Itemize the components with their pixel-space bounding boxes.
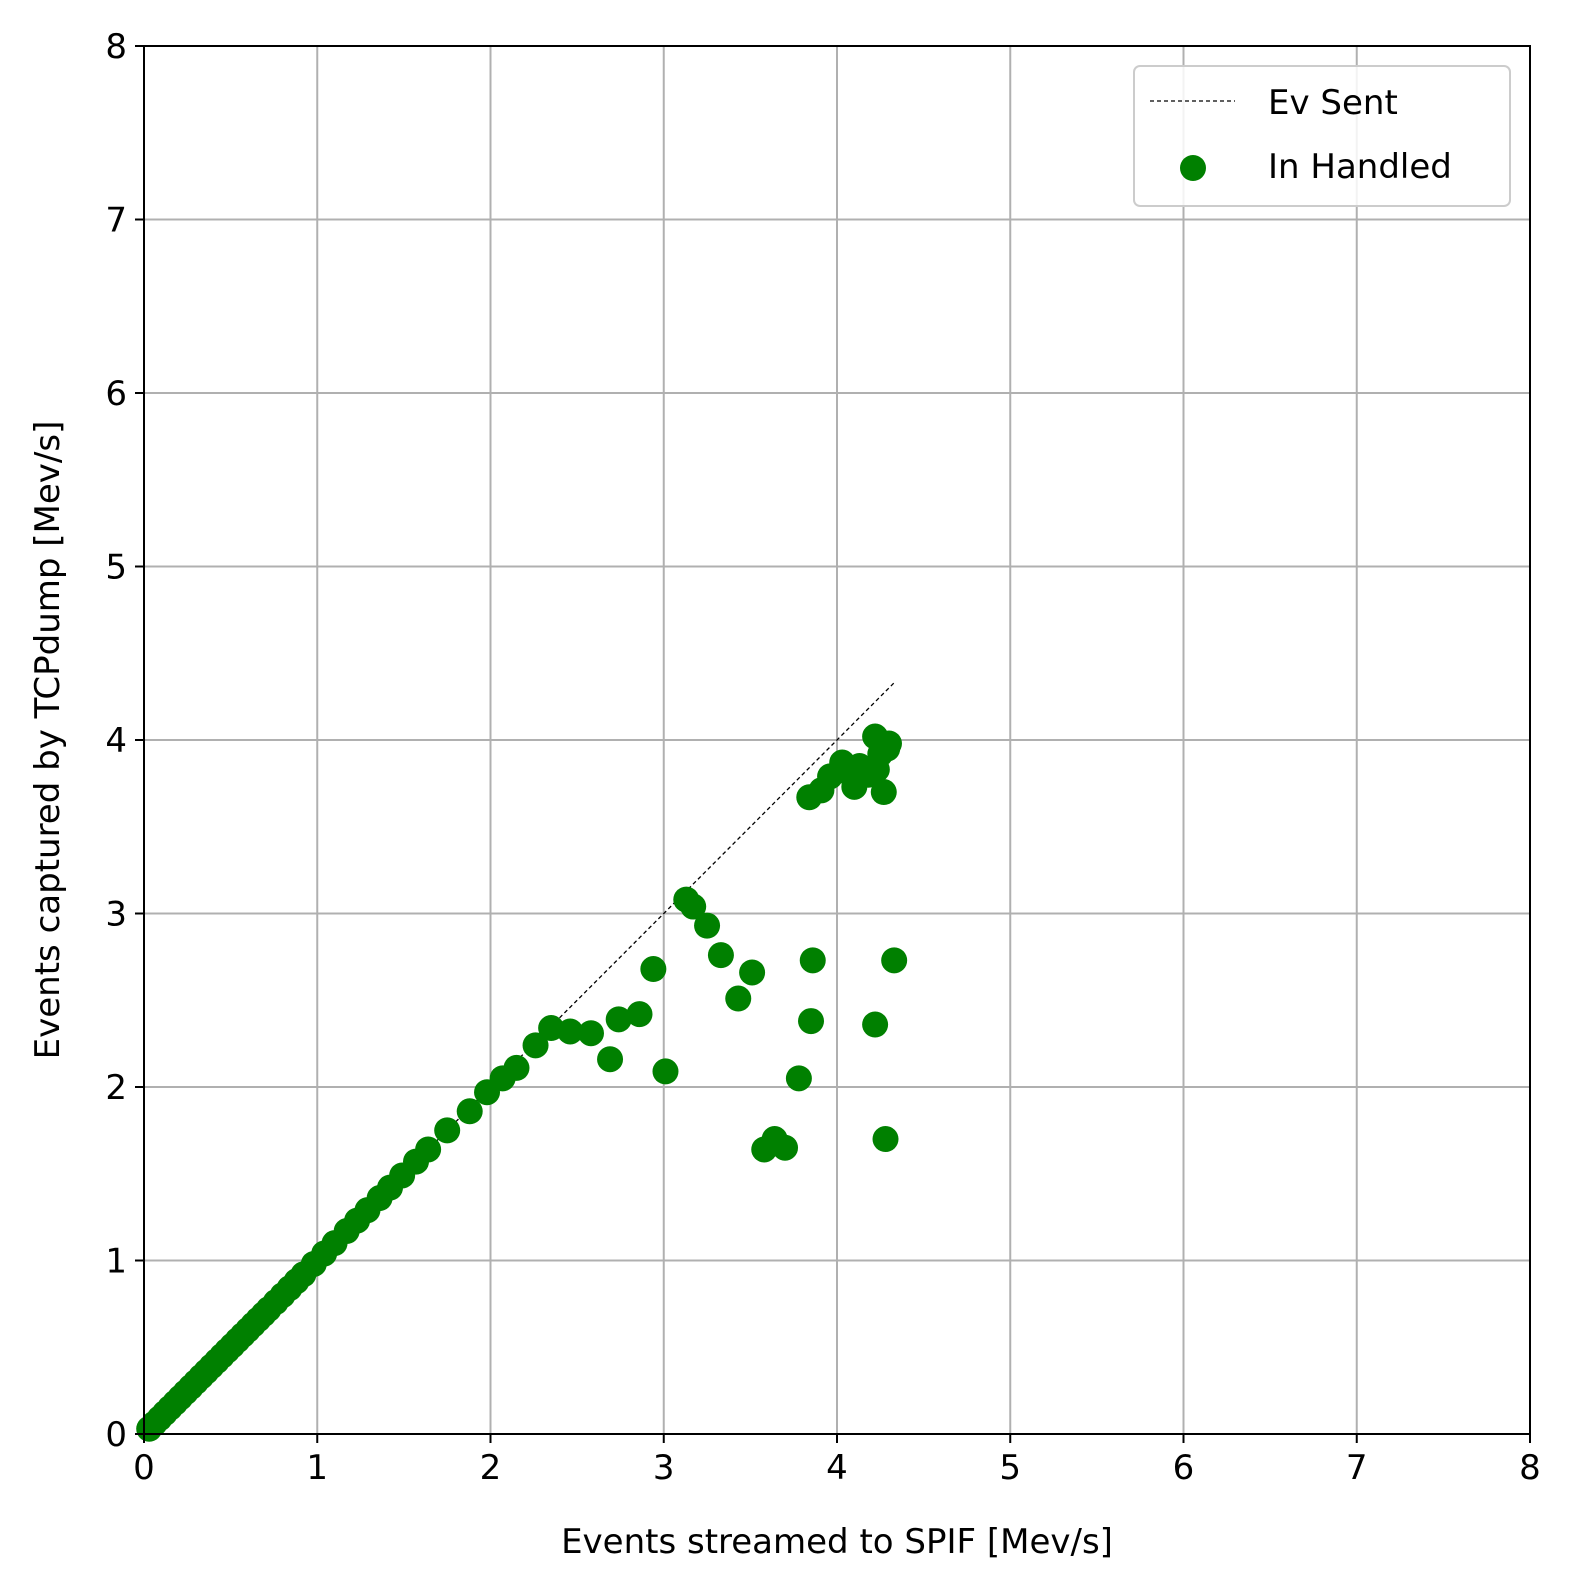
in-handled-point xyxy=(597,1046,624,1073)
in-handled-point xyxy=(680,893,707,920)
in-handled-point xyxy=(799,947,826,974)
in-handled-point xyxy=(640,956,667,983)
legend-label-in-handled: In Handled xyxy=(1268,147,1452,187)
in-handled-point xyxy=(739,959,766,986)
x-tick-label: 7 xyxy=(1346,1448,1368,1488)
in-handled-point xyxy=(557,1018,584,1045)
y-tick-label: 3 xyxy=(105,895,127,935)
x-axis-label: Events streamed to SPIF [Mev/s] xyxy=(561,1522,1113,1562)
in-handled-point xyxy=(522,1032,549,1059)
in-handled-points-group xyxy=(136,723,908,1442)
in-handled-point xyxy=(456,1098,483,1125)
in-handled-point xyxy=(872,1126,899,1153)
in-handled-point xyxy=(785,1065,812,1092)
y-axis-label: Events captured by TCPdump [Mev/s] xyxy=(28,421,68,1060)
y-tick-label: 6 xyxy=(105,374,127,414)
x-tick-label: 6 xyxy=(1173,1448,1195,1488)
y-tick-label: 8 xyxy=(105,27,127,67)
in-handled-point xyxy=(415,1136,442,1163)
legend: Ev Sent In Handled xyxy=(1133,65,1511,207)
x-tick-label: 5 xyxy=(999,1448,1021,1488)
in-handled-point xyxy=(881,947,908,974)
legend-label-ev-sent: Ev Sent xyxy=(1268,83,1398,123)
axis-ticks: 0 1 2 3 4 5 6 7 8 0 1 2 3 4 5 6 7 8 xyxy=(105,27,1540,1488)
y-tick-label: 5 xyxy=(105,548,127,588)
in-handled-point xyxy=(707,942,734,969)
in-handled-point xyxy=(875,730,902,757)
y-tick-label: 7 xyxy=(105,201,127,241)
x-tick-label: 8 xyxy=(1519,1448,1541,1488)
y-tick-label: 0 xyxy=(105,1415,127,1455)
x-tick-label: 0 xyxy=(133,1448,155,1488)
y-tick-label: 4 xyxy=(105,721,127,761)
x-tick-label: 4 xyxy=(826,1448,848,1488)
y-tick-label: 2 xyxy=(105,1068,127,1108)
x-tick-label: 2 xyxy=(480,1448,502,1488)
in-handled-point xyxy=(725,985,752,1012)
in-handled-point xyxy=(605,1006,632,1033)
in-handled-point xyxy=(626,1001,653,1028)
y-tick-label: 1 xyxy=(105,1242,127,1282)
in-handled-point xyxy=(870,779,897,806)
in-handled-point xyxy=(862,1011,889,1038)
in-handled-point xyxy=(652,1058,679,1085)
in-handled-point xyxy=(798,1008,825,1035)
x-tick-label: 3 xyxy=(653,1448,675,1488)
x-tick-label: 1 xyxy=(306,1448,328,1488)
in-handled-point xyxy=(503,1054,530,1081)
in-handled-point xyxy=(694,912,721,939)
in-handled-point xyxy=(434,1117,461,1144)
in-handled-point xyxy=(772,1134,799,1161)
legend-marker-swatch xyxy=(1180,155,1206,181)
in-handled-point xyxy=(577,1020,604,1047)
